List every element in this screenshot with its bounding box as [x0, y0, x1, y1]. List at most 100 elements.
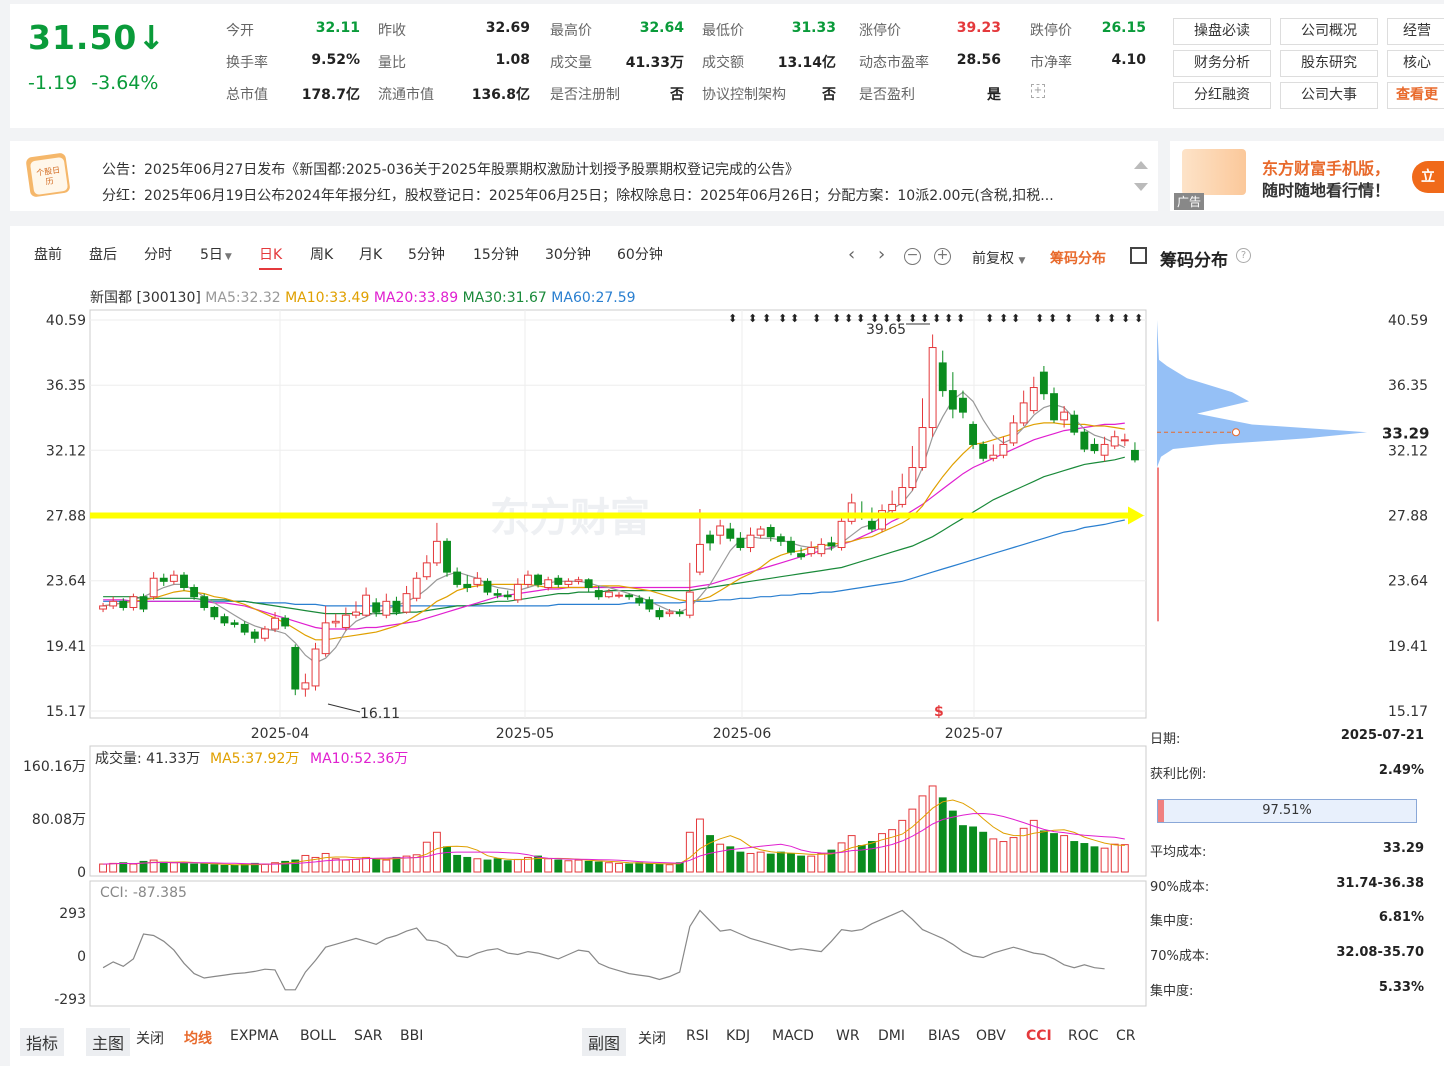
- period-tab[interactable]: 周K: [310, 247, 334, 263]
- sub-indicator-item[interactable]: 副图: [582, 1028, 627, 1056]
- event-marker[interactable]: ⬍: [762, 312, 771, 325]
- period-tab[interactable]: 分时: [144, 247, 172, 263]
- indicator-item[interactable]: SAR: [354, 1028, 383, 1044]
- chevron-down-icon: ▼: [224, 252, 232, 262]
- period-tab[interactable]: 盘前: [34, 247, 62, 263]
- sub-indicator-item[interactable]: 关闭: [638, 1031, 666, 1047]
- sub-indicator-item[interactable]: BIAS: [928, 1028, 961, 1044]
- quote-nav-button[interactable]: 公司概况: [1280, 18, 1378, 45]
- expand-icon[interactable]: +: [1031, 84, 1045, 98]
- event-marker[interactable]: ⬍: [1107, 312, 1116, 325]
- indicator-item[interactable]: BBI: [400, 1028, 424, 1044]
- quote-header: 31.50↓ -1.19 -3.64% 今开 32.11 昨收 32.69 最高价 32.…: [10, 4, 1444, 128]
- period-tab[interactable]: 5日 ▼: [200, 247, 232, 263]
- candle-body: [1131, 449, 1139, 461]
- event-marker[interactable]: ⬍: [790, 312, 799, 325]
- quote-field-value: 136.8亿: [471, 87, 530, 103]
- period-tab[interactable]: 5分钟: [408, 247, 445, 263]
- period-tab[interactable]: 60分钟: [617, 247, 663, 263]
- event-marker[interactable]: ⬍: [1035, 312, 1044, 325]
- period-tab[interactable]: 盘后: [89, 247, 117, 263]
- quote-field: 成交量 41.33万: [550, 52, 684, 72]
- event-marker[interactable]: ⬍: [1093, 312, 1102, 325]
- sub-indicator-item[interactable]: CCI: [1026, 1028, 1052, 1044]
- notice-dividend[interactable]: 分红：2025年06月19日公布2024年年报分红，股权登记日：2025年06月…: [102, 188, 1054, 204]
- y-tick-label-right: 40.59: [1388, 313, 1428, 329]
- ad-banner[interactable]: 东方财富手机版， 随时随地看行情！ 广告 立: [1170, 141, 1444, 211]
- adjust-select[interactable]: 前复权 ▼: [972, 248, 1025, 268]
- zoom-in-icon[interactable]: +: [934, 248, 951, 265]
- volume-bar: [604, 862, 613, 873]
- notice-announcement[interactable]: 公告：2025年06月27日发布《新国都:2025-036关于2025年股票期权…: [102, 162, 800, 178]
- quote-nav-button[interactable]: 公司大事: [1280, 82, 1378, 109]
- event-marker[interactable]: ⬍: [748, 312, 757, 325]
- event-marker[interactable]: ⬍: [944, 312, 953, 325]
- ad-button[interactable]: 立: [1412, 161, 1444, 193]
- indicator-item[interactable]: 均线: [184, 1031, 212, 1047]
- event-marker[interactable]: ⬍: [844, 312, 853, 325]
- quote-nav-button[interactable]: 股东研究: [1280, 50, 1378, 77]
- quote-nav-button[interactable]: 操盘必读: [1173, 18, 1271, 45]
- sub-indicator-item[interactable]: CR: [1116, 1028, 1136, 1044]
- zoom-out-icon[interactable]: −: [904, 248, 921, 265]
- chevron-down-icon: ▼: [1018, 256, 1026, 266]
- event-marker[interactable]: ⬍: [908, 312, 917, 325]
- calendar-icon[interactable]: 个股日历: [25, 149, 72, 199]
- scroll-up-icon[interactable]: [1134, 161, 1148, 169]
- period-tab[interactable]: 月K: [359, 247, 383, 263]
- quote-nav-button[interactable]: 财务分析: [1173, 50, 1271, 77]
- sub-indicator-item[interactable]: KDJ: [726, 1028, 751, 1044]
- indicator-item[interactable]: 主图: [86, 1028, 131, 1056]
- event-marker[interactable]: ⬍: [1134, 312, 1143, 325]
- indicator-item[interactable]: 关闭: [136, 1031, 164, 1047]
- event-marker[interactable]: ⬍: [1048, 312, 1057, 325]
- quote-field-label: 跌停价: [1030, 23, 1072, 39]
- event-marker[interactable]: ⬍: [870, 312, 879, 325]
- event-marker[interactable]: ⬍: [778, 312, 787, 325]
- indicator-item[interactable]: 指标: [20, 1028, 65, 1056]
- event-marker[interactable]: ⬍: [1121, 312, 1130, 325]
- prev-icon[interactable]: ‹: [848, 244, 856, 265]
- kline-chart[interactable]: 40.59 40.59 36.35 36.35 32.12 32.12 27.88 27.88…: [10, 226, 1444, 1016]
- sub-indicator-item[interactable]: OBV: [976, 1028, 1006, 1044]
- quote-nav-button[interactable]: 分红融资: [1173, 82, 1271, 109]
- quote-nav-button[interactable]: 查看更: [1387, 82, 1444, 109]
- candle-body: [291, 646, 300, 690]
- period-tab[interactable]: 30分钟: [545, 247, 591, 263]
- quote-nav-button[interactable]: 核心: [1387, 50, 1444, 77]
- quote-field-value: 32.69: [485, 20, 530, 36]
- candle-body: [534, 574, 543, 585]
- sub-indicator-item[interactable]: MACD: [772, 1028, 814, 1044]
- help-icon[interactable]: ?: [1236, 248, 1251, 263]
- event-marker[interactable]: ⬍: [920, 312, 929, 325]
- indicator-item[interactable]: BOLL: [300, 1028, 336, 1044]
- chip-info-row: 70%成本: 32.08-35.70: [1150, 945, 1424, 965]
- event-marker[interactable]: ⬍: [985, 312, 994, 325]
- quote-nav-button[interactable]: 经营: [1387, 18, 1444, 45]
- dividend-marker-icon[interactable]: $: [934, 704, 944, 720]
- candle-body: [928, 347, 937, 429]
- fullscreen-icon[interactable]: [1130, 247, 1147, 264]
- quote-field-value: 41.33万: [625, 55, 684, 71]
- chip-distribution-link[interactable]: 筹码分布: [1050, 251, 1106, 267]
- scroll-down-icon[interactable]: [1134, 183, 1148, 191]
- indicator-item[interactable]: EXPMA: [230, 1028, 279, 1044]
- event-marker[interactable]: ⬍: [1064, 312, 1073, 325]
- event-marker[interactable]: ⬍: [812, 312, 821, 325]
- event-marker[interactable]: ⬍: [956, 312, 965, 325]
- period-tab[interactable]: 日K: [259, 244, 283, 270]
- event-marker[interactable]: ⬍: [932, 312, 941, 325]
- sub-indicator-item[interactable]: ROC: [1068, 1028, 1099, 1044]
- event-marker[interactable]: ⬍: [999, 312, 1008, 325]
- event-marker[interactable]: ⬍: [832, 312, 841, 325]
- sub-indicator-item[interactable]: RSI: [686, 1028, 709, 1044]
- event-marker[interactable]: ⬍: [728, 312, 737, 325]
- period-tab[interactable]: 15分钟: [473, 247, 519, 263]
- event-marker[interactable]: ⬍: [1011, 312, 1020, 325]
- event-marker[interactable]: ⬍: [882, 312, 891, 325]
- event-marker[interactable]: ⬍: [894, 312, 903, 325]
- next-icon[interactable]: ›: [878, 244, 886, 265]
- sub-indicator-item[interactable]: WR: [836, 1028, 860, 1044]
- sub-indicator-item[interactable]: DMI: [878, 1028, 905, 1044]
- event-marker[interactable]: ⬍: [856, 312, 865, 325]
